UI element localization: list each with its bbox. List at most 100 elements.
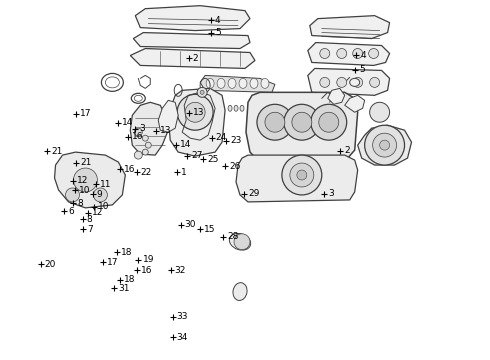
Circle shape: [234, 234, 250, 250]
Text: 13: 13: [160, 126, 172, 135]
Text: 7: 7: [87, 225, 93, 234]
Polygon shape: [130, 49, 255, 68]
Circle shape: [177, 94, 213, 130]
Text: 21: 21: [51, 147, 63, 156]
Text: 14: 14: [180, 140, 191, 149]
Ellipse shape: [228, 78, 236, 88]
Circle shape: [94, 188, 107, 202]
Polygon shape: [358, 125, 412, 165]
Circle shape: [380, 140, 390, 150]
Ellipse shape: [228, 105, 232, 111]
Circle shape: [319, 112, 339, 132]
Text: 11: 11: [100, 180, 111, 189]
Text: 15: 15: [204, 225, 216, 234]
Polygon shape: [135, 6, 250, 31]
Text: 27: 27: [191, 151, 203, 160]
Text: 10: 10: [98, 202, 109, 211]
Ellipse shape: [239, 78, 247, 88]
Text: 14: 14: [122, 118, 133, 127]
Circle shape: [297, 170, 307, 180]
Text: 26: 26: [229, 162, 241, 171]
Text: 10: 10: [79, 185, 91, 194]
Circle shape: [365, 125, 405, 165]
Circle shape: [337, 77, 347, 87]
Ellipse shape: [350, 78, 360, 86]
Polygon shape: [133, 32, 250, 49]
Circle shape: [185, 102, 205, 122]
Text: 21: 21: [80, 158, 92, 167]
Text: 19: 19: [143, 255, 154, 264]
Text: 4: 4: [360, 51, 366, 60]
Circle shape: [369, 77, 380, 87]
Circle shape: [142, 135, 148, 141]
Ellipse shape: [250, 78, 258, 88]
Text: 22: 22: [141, 168, 152, 177]
Circle shape: [320, 77, 330, 87]
Text: 2: 2: [193, 54, 198, 63]
Text: 5: 5: [359, 65, 365, 74]
Polygon shape: [328, 88, 345, 104]
Polygon shape: [310, 15, 390, 39]
Polygon shape: [308, 42, 390, 66]
Ellipse shape: [240, 105, 244, 111]
Text: 16: 16: [132, 132, 143, 141]
Circle shape: [74, 168, 98, 192]
Text: 13: 13: [193, 108, 204, 117]
Circle shape: [257, 104, 293, 140]
Ellipse shape: [233, 283, 247, 301]
Circle shape: [282, 155, 322, 195]
Text: 3: 3: [139, 124, 145, 133]
Circle shape: [353, 77, 363, 87]
Circle shape: [197, 87, 207, 97]
Circle shape: [142, 149, 148, 155]
Circle shape: [320, 49, 330, 58]
Ellipse shape: [234, 105, 238, 111]
Text: 24: 24: [216, 133, 227, 142]
Circle shape: [134, 128, 142, 136]
Polygon shape: [246, 92, 358, 160]
Circle shape: [284, 104, 320, 140]
Text: 12: 12: [77, 176, 88, 185]
Circle shape: [66, 188, 79, 202]
Text: 25: 25: [207, 155, 219, 164]
Text: 5: 5: [215, 28, 220, 37]
Text: 8: 8: [87, 215, 93, 224]
Polygon shape: [200, 75, 275, 92]
Text: 32: 32: [175, 266, 186, 275]
Text: 18: 18: [121, 248, 132, 257]
Text: 17: 17: [107, 258, 119, 267]
Ellipse shape: [229, 233, 251, 250]
Circle shape: [368, 49, 379, 58]
Text: 17: 17: [80, 109, 92, 118]
Text: 33: 33: [177, 312, 188, 321]
Text: 12: 12: [92, 208, 103, 217]
Polygon shape: [130, 102, 168, 155]
Ellipse shape: [217, 78, 225, 88]
Text: 9: 9: [97, 190, 102, 199]
Text: 16: 16: [124, 165, 136, 174]
Text: 30: 30: [185, 220, 196, 229]
Text: 3: 3: [328, 189, 334, 198]
Text: 20: 20: [45, 260, 56, 269]
Text: 2: 2: [344, 146, 350, 155]
Text: 8: 8: [77, 199, 83, 208]
Ellipse shape: [261, 78, 269, 88]
Ellipse shape: [206, 78, 214, 88]
Text: 18: 18: [124, 275, 136, 284]
Polygon shape: [158, 100, 178, 132]
Circle shape: [292, 112, 312, 132]
Text: 4: 4: [215, 16, 220, 25]
Circle shape: [290, 163, 314, 187]
Polygon shape: [308, 68, 390, 95]
Text: 1: 1: [181, 168, 186, 177]
Circle shape: [353, 49, 363, 58]
Circle shape: [145, 142, 151, 148]
Text: 16: 16: [141, 266, 152, 275]
Circle shape: [372, 133, 396, 157]
Text: 6: 6: [68, 207, 74, 216]
Circle shape: [134, 151, 142, 159]
Circle shape: [369, 102, 390, 122]
Circle shape: [337, 49, 347, 58]
Circle shape: [265, 112, 285, 132]
Polygon shape: [236, 155, 358, 202]
